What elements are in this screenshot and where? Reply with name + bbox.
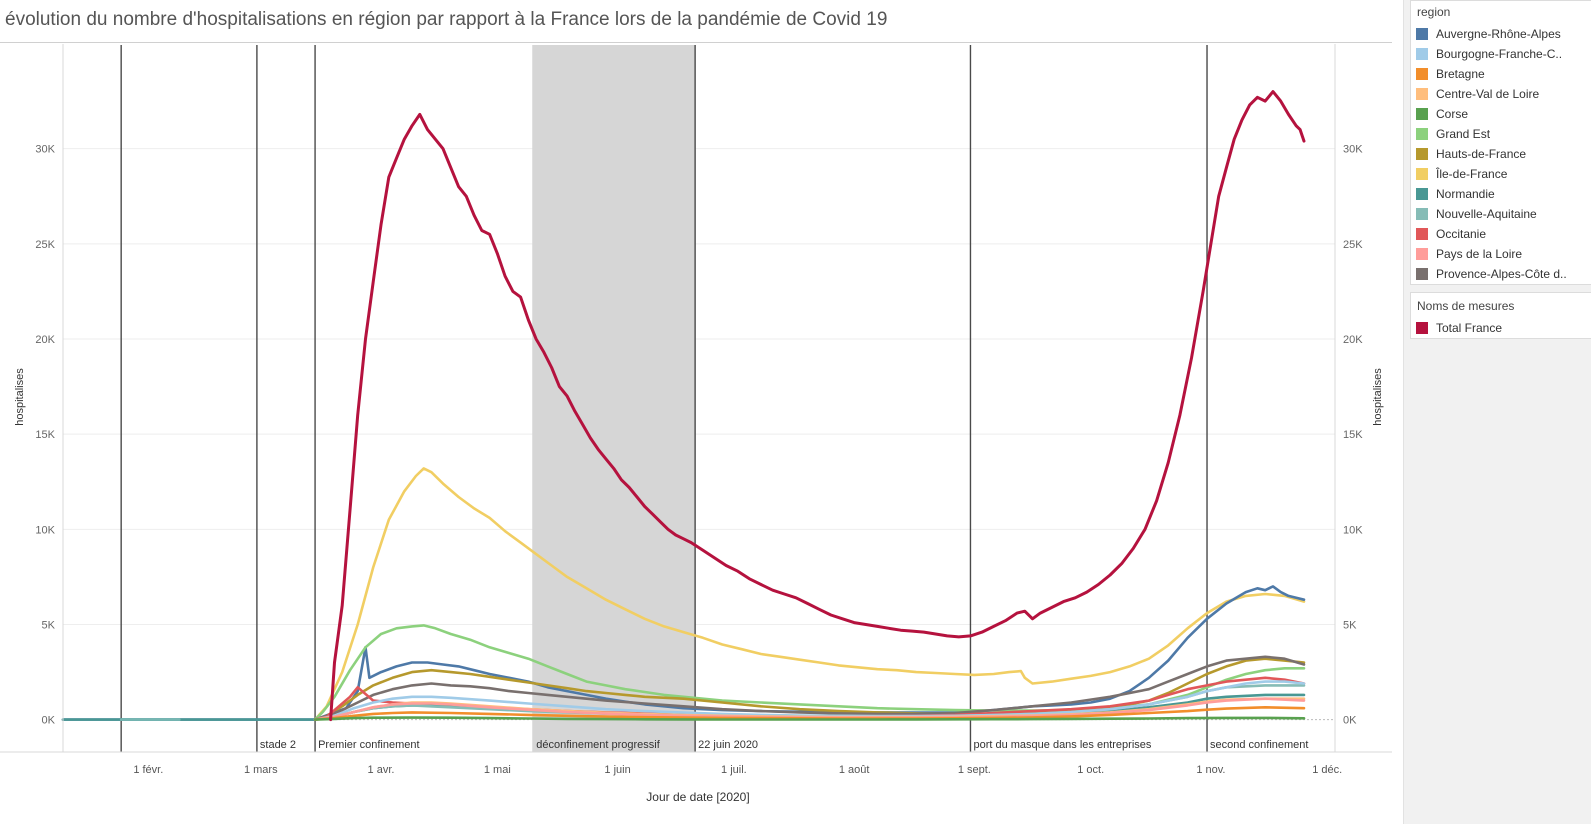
region-legend-header: region [1417,5,1451,19]
legend-swatch [1416,48,1428,60]
legend-swatch [1416,268,1428,280]
y-tick-label-right: 25K [1343,239,1363,251]
reference-line-layer: stade 2 Premier confinement 22 juin 2020 po… [120,45,1308,752]
measures-legend-items: Total France [1411,318,1591,338]
legend-item[interactable]: Pays de la Loire [1411,244,1591,264]
legend-item[interactable]: Hauts-de-France [1411,144,1591,164]
chart-title: évolution du nombre d'hospitalisations e… [5,9,888,30]
legend-swatch [1416,208,1428,220]
y-tick-label-right: 20K [1343,334,1363,346]
legend-item[interactable]: Grand Est [1411,124,1591,144]
legend-label: Total France [1436,321,1503,335]
legend-label: Auvergne-Rhône-Alpes [1436,27,1561,41]
y-tick-label-right: 5K [1343,619,1357,631]
legend-swatch [1416,168,1428,180]
x-tick-label: 1 août [839,764,870,776]
axis-layer: 0K 0K 5K 5K 10K 10K 15K 15K 20K 20K 25K 25K 30K 30K 1 … [0,44,1392,776]
legend-item[interactable]: Bretagne [1411,64,1591,84]
x-tick-label: 1 oct. [1077,764,1104,776]
legend-label: Provence-Alpes-Côte d.. [1436,267,1567,281]
y-tick-label-left: 10K [35,524,55,536]
title-divider [0,42,1392,43]
legend-label: Occitanie [1436,227,1487,241]
series-line-corse[interactable] [313,716,1306,721]
reference-line-label: port du masque dans les entreprises [973,739,1151,751]
legend-item[interactable]: Occitanie [1411,224,1591,244]
x-tick-label: 1 févr. [133,764,163,776]
legend-item[interactable]: Nouvelle-Aquitaine [1411,204,1591,224]
legend-label: Corse [1436,107,1469,121]
legend-item[interactable]: Bourgogne-Franche-C.. [1411,44,1591,64]
legend-item[interactable]: Normandie [1411,184,1591,204]
grid-layer [63,148,1335,721]
legend-label: Bretagne [1436,67,1485,81]
y-tick-label-right: 30K [1343,144,1363,156]
measures-legend-header: Noms de mesures [1417,299,1515,313]
x-tick-label: 1 mai [484,764,511,776]
y-tick-label-left: 25K [35,239,55,251]
legend-swatch [1416,68,1428,80]
legend-label: Nouvelle-Aquitaine [1436,207,1537,221]
shaded-band-layer: déconfinement progressif [532,45,696,752]
series-line-provence-alpes-cote-d[interactable] [313,655,1306,721]
legend-swatch [1416,148,1428,160]
x-tick-label: 1 nov. [1196,764,1225,776]
legend-label: Normandie [1436,187,1495,201]
x-tick-label: 1 déc. [1312,764,1342,776]
legend-label: Hauts-de-France [1436,147,1527,161]
x-tick-label: 1 juil. [721,764,747,776]
y-axis-label-right: hospitalises [1372,368,1384,426]
region-legend-items: Auvergne-Rhône-Alpes Bourgogne-Franche-C.… [1411,24,1591,284]
legend-swatch [1416,188,1428,200]
series-line-ile-de-france[interactable] [313,467,1306,721]
region-legend: region Auvergne-Rhône-Alpes Bourgogne-Fra… [1410,0,1591,285]
legend-swatch [1416,108,1428,120]
series-line-hauts-de-france[interactable] [313,657,1306,721]
x-axis-label: Jour de date [2020] [646,790,749,804]
shaded-band-label: déconfinement progressif [536,739,660,751]
legend-item[interactable]: Centre-Val de Loire [1411,84,1591,104]
y-tick-label-right: 0K [1343,715,1357,727]
y-tick-label-left: 0K [42,715,56,727]
x-tick-label: 1 sept. [958,764,991,776]
legend-swatch [1416,248,1428,260]
legend-label: Grand Est [1436,127,1491,141]
y-axis-label-left: hospitalises [14,368,26,426]
legend-swatch [1416,322,1428,334]
legend-swatch [1416,128,1428,140]
series-line-total-france[interactable] [329,90,1306,722]
x-tick-label: 1 avr. [368,764,395,776]
measures-legend: Noms de mesures Total France [1410,292,1591,339]
reference-line-label: second confinement [1210,739,1308,751]
legend-label: Bourgogne-Franche-C.. [1436,47,1563,61]
shaded-band [532,45,696,752]
y-tick-label-right: 10K [1343,524,1363,536]
legend-label: Centre-Val de Loire [1436,87,1540,101]
y-tick-label-left: 5K [42,619,56,631]
y-tick-label-right: 15K [1343,429,1363,441]
chart-canvas[interactable]: déconfinement progressif stade 2 Premier … [0,0,1400,824]
legend-item[interactable]: Corse [1411,104,1591,124]
x-tick-label: 1 mars [244,764,278,776]
y-tick-label-left: 20K [35,334,55,346]
series-layer [61,90,1306,722]
legend-label: Pays de la Loire [1436,247,1523,261]
legend-label: Île-de-France [1436,167,1508,181]
legend-panel: region Auvergne-Rhône-Alpes Bourgogne-Fra… [1403,0,1591,824]
reference-line-label: Premier confinement [318,739,420,751]
y-tick-label-left: 30K [35,144,55,156]
legend-swatch [1416,88,1428,100]
legend-item[interactable]: Provence-Alpes-Côte d.. [1411,264,1591,284]
legend-item[interactable]: Île-de-France [1411,164,1591,184]
legend-item[interactable]: Total France [1411,318,1591,338]
x-tick-label: 1 juin [604,764,630,776]
legend-swatch [1416,28,1428,40]
legend-item[interactable]: Auvergne-Rhône-Alpes [1411,24,1591,44]
legend-swatch [1416,228,1428,240]
reference-line-label: stade 2 [260,739,296,751]
reference-line-label: 22 juin 2020 [698,739,758,751]
y-tick-label-left: 15K [35,429,55,441]
